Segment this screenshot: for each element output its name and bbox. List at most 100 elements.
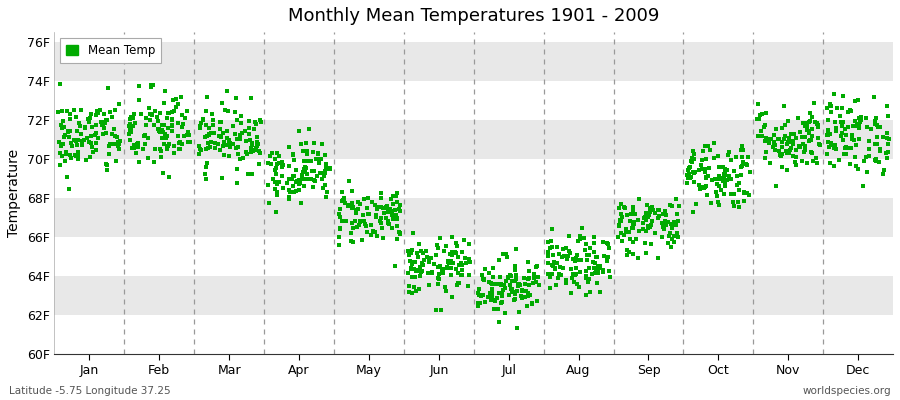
Point	[635, 226, 650, 232]
Point	[823, 144, 837, 150]
Point	[450, 243, 464, 250]
Point	[709, 181, 724, 187]
Point	[737, 189, 751, 196]
Point	[541, 270, 555, 277]
Point	[751, 133, 765, 139]
Point	[478, 299, 492, 305]
Point	[726, 190, 741, 197]
Point	[639, 214, 653, 220]
Point	[758, 122, 772, 128]
Point	[270, 150, 284, 156]
Point	[716, 178, 730, 184]
Point	[112, 145, 126, 152]
Point	[774, 164, 788, 170]
Point	[142, 105, 157, 111]
Point	[541, 249, 555, 255]
Point	[165, 116, 179, 122]
Point	[695, 157, 709, 164]
Point	[204, 130, 219, 136]
Point	[617, 204, 632, 210]
Point	[714, 187, 728, 193]
Point	[393, 208, 408, 214]
Point	[495, 292, 509, 299]
Point	[199, 121, 213, 128]
Point	[476, 292, 491, 298]
Point	[655, 220, 670, 226]
Point	[486, 265, 500, 272]
Point	[350, 198, 365, 205]
Point	[699, 192, 714, 198]
Point	[430, 281, 445, 288]
Point	[472, 292, 486, 299]
Point	[545, 244, 560, 251]
Point	[651, 207, 665, 213]
Point	[495, 292, 509, 298]
Point	[570, 281, 584, 287]
Point	[179, 132, 194, 138]
Point	[613, 217, 627, 223]
Point	[643, 223, 657, 230]
Point	[554, 272, 568, 279]
Point	[712, 164, 726, 170]
Point	[337, 195, 351, 202]
Point	[129, 150, 143, 156]
Point	[140, 115, 154, 121]
Point	[588, 260, 602, 266]
Point	[645, 217, 660, 224]
Point	[245, 170, 259, 177]
Point	[728, 154, 742, 160]
Point	[856, 183, 870, 189]
Point	[403, 250, 418, 256]
Point	[775, 151, 789, 157]
Point	[477, 276, 491, 282]
Point	[122, 130, 136, 137]
Point	[199, 146, 213, 152]
Point	[471, 303, 485, 309]
Point	[734, 172, 748, 178]
Point	[222, 138, 237, 145]
Point	[486, 274, 500, 280]
Point	[696, 148, 710, 154]
Point	[763, 159, 778, 166]
Point	[799, 127, 814, 133]
Point	[590, 262, 605, 269]
Point	[297, 175, 311, 182]
Point	[202, 144, 217, 150]
Point	[436, 266, 450, 272]
Point	[698, 184, 713, 190]
Point	[758, 138, 772, 144]
Point	[208, 139, 222, 146]
Point	[626, 204, 640, 210]
Point	[374, 194, 389, 201]
Point	[525, 301, 539, 307]
Point	[369, 214, 383, 220]
Point	[208, 145, 222, 151]
Point	[112, 101, 126, 107]
Point	[181, 139, 195, 146]
Point	[795, 158, 809, 164]
Point	[58, 151, 73, 158]
Point	[645, 204, 660, 210]
Point	[76, 142, 90, 148]
Point	[300, 148, 314, 154]
Point	[498, 310, 512, 316]
Point	[549, 260, 563, 266]
Point	[445, 234, 459, 240]
Point	[718, 177, 733, 183]
Point	[109, 158, 123, 164]
Point	[521, 259, 535, 266]
Point	[839, 132, 853, 138]
Point	[857, 157, 871, 164]
Point	[139, 132, 153, 138]
Point	[762, 140, 777, 146]
Point	[350, 206, 365, 212]
Point	[717, 183, 732, 189]
Point	[333, 214, 347, 220]
Point	[299, 140, 313, 146]
Point	[433, 234, 447, 241]
Point	[821, 139, 835, 146]
Point	[614, 211, 628, 218]
Point	[180, 108, 194, 114]
Point	[494, 281, 508, 287]
Point	[870, 134, 885, 140]
